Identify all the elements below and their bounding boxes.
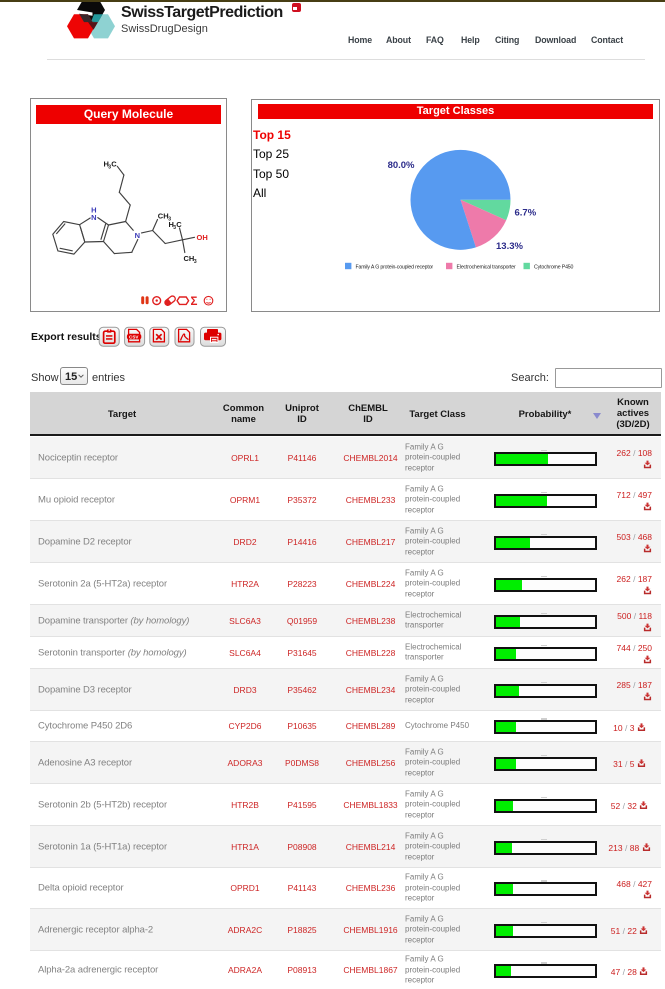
svg-text:Cytochrome P450: Cytochrome P450 [534,264,574,270]
svg-text:3: 3 [108,165,111,171]
svg-text:OH: OH [197,233,208,242]
svg-text:3: 3 [194,259,197,265]
svg-text:Electrochemical transporter: Electrochemical transporter [457,264,517,270]
svg-text:C: C [111,160,117,169]
svg-text:H: H [91,206,96,215]
svg-text:80.0%: 80.0% [388,160,415,171]
svg-text:CH: CH [184,254,195,263]
svg-text:C: C [176,220,182,229]
svg-text:Σ: Σ [191,296,198,308]
svg-text:H: H [104,160,109,169]
svg-text:CSV: CSV [129,334,139,339]
svg-text:Family A G protein-coupled rec: Family A G protein-coupled receptor [356,264,434,270]
svg-text:N: N [91,213,96,222]
svg-text:3: 3 [168,217,171,223]
svg-text:N: N [135,231,140,240]
svg-text:H: H [169,220,174,229]
svg-text:CH: CH [158,212,169,221]
svg-text:13.3%: 13.3% [496,241,523,252]
svg-text:6.7%: 6.7% [515,207,537,218]
svg-text:3: 3 [173,225,176,231]
